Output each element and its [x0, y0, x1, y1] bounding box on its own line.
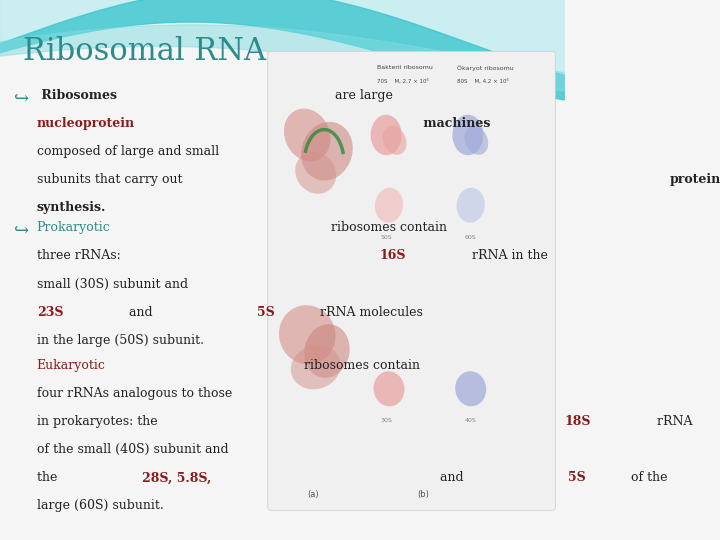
- Text: small (30S) subunit and: small (30S) subunit and: [37, 278, 188, 291]
- Ellipse shape: [383, 126, 407, 155]
- Ellipse shape: [374, 372, 405, 406]
- Text: four rRNAs analogous to those: four rRNAs analogous to those: [37, 387, 232, 400]
- Text: 70S    M, 2.7 × 10⁶: 70S M, 2.7 × 10⁶: [377, 78, 428, 84]
- Ellipse shape: [295, 152, 336, 194]
- Text: ↪: ↪: [14, 221, 30, 239]
- Text: ↪: ↪: [14, 89, 30, 107]
- Text: subunits that carry out: subunits that carry out: [37, 173, 186, 186]
- Text: Prokaryotic: Prokaryotic: [37, 221, 110, 234]
- Ellipse shape: [375, 188, 403, 222]
- Text: of the: of the: [627, 471, 667, 484]
- Text: Ribosomal RNA: Ribosomal RNA: [22, 36, 266, 67]
- Text: 60S: 60S: [465, 235, 477, 240]
- Ellipse shape: [371, 115, 402, 156]
- Text: in prokaryotes: the: in prokaryotes: the: [37, 415, 161, 428]
- Text: 40S: 40S: [465, 418, 477, 423]
- Text: are large: are large: [331, 89, 393, 102]
- Text: protein: protein: [670, 173, 720, 186]
- Text: and: and: [436, 471, 468, 484]
- Text: the: the: [37, 471, 61, 484]
- Text: 28S, 5.8S,: 28S, 5.8S,: [142, 471, 212, 484]
- Ellipse shape: [301, 122, 353, 180]
- Text: Eukaryotic: Eukaryotic: [37, 359, 106, 372]
- Ellipse shape: [452, 115, 483, 156]
- Ellipse shape: [291, 345, 341, 389]
- Ellipse shape: [279, 305, 336, 364]
- Text: 18S: 18S: [564, 415, 591, 428]
- Text: 30S: 30S: [380, 418, 392, 423]
- Text: 80S    M, 4.2 × 10⁶: 80S M, 4.2 × 10⁶: [456, 78, 508, 84]
- Text: ribosomes contain: ribosomes contain: [327, 221, 447, 234]
- FancyBboxPatch shape: [268, 51, 555, 510]
- Text: Bakterii ribosomu: Bakterii ribosomu: [377, 65, 433, 70]
- Text: (a): (a): [307, 490, 319, 500]
- Text: 5S: 5S: [257, 306, 274, 319]
- Text: Ribosomes: Ribosomes: [37, 89, 117, 102]
- Text: 23S: 23S: [37, 306, 63, 319]
- Text: and: and: [125, 306, 156, 319]
- Text: (b): (b): [417, 490, 428, 500]
- Text: in the large (50S) subunit.: in the large (50S) subunit.: [37, 334, 204, 347]
- Text: large (60S) subunit.: large (60S) subunit.: [37, 500, 163, 512]
- Text: rRNA: rRNA: [652, 415, 692, 428]
- Ellipse shape: [456, 188, 485, 222]
- Text: rRNA molecules: rRNA molecules: [315, 306, 423, 319]
- Ellipse shape: [305, 324, 350, 378]
- Ellipse shape: [464, 126, 488, 155]
- Text: Ökaryot ribosomu: Ökaryot ribosomu: [456, 65, 513, 71]
- Text: three rRNAs:: three rRNAs:: [37, 249, 125, 262]
- Text: 50S: 50S: [380, 235, 392, 240]
- Text: rRNA in the: rRNA in the: [468, 249, 548, 262]
- Text: machines: machines: [419, 117, 490, 130]
- Text: of the small (40S) subunit and: of the small (40S) subunit and: [37, 443, 228, 456]
- Ellipse shape: [455, 372, 486, 406]
- Text: nucleoprotein: nucleoprotein: [37, 117, 135, 130]
- Text: ribosomes contain: ribosomes contain: [300, 359, 420, 372]
- Text: 16S: 16S: [379, 249, 406, 262]
- Text: synthesis.: synthesis.: [37, 201, 106, 214]
- Text: 5S: 5S: [568, 471, 586, 484]
- Ellipse shape: [284, 109, 330, 161]
- Text: composed of large and small: composed of large and small: [37, 145, 219, 158]
